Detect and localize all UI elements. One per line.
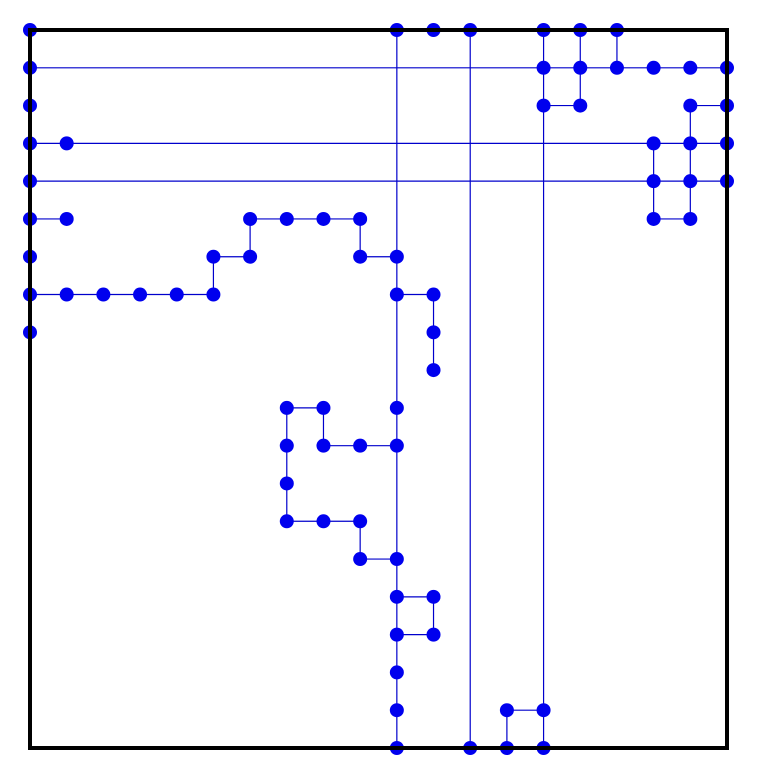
node xyxy=(683,60,698,75)
node xyxy=(536,98,551,113)
node xyxy=(206,287,221,302)
node xyxy=(646,174,661,189)
node xyxy=(316,211,331,226)
node xyxy=(353,514,368,529)
node xyxy=(499,703,514,718)
node xyxy=(609,60,624,75)
node xyxy=(389,249,404,264)
node xyxy=(279,211,294,226)
node xyxy=(536,703,551,718)
node xyxy=(279,514,294,529)
node xyxy=(389,665,404,680)
node xyxy=(389,400,404,415)
node xyxy=(169,287,184,302)
node xyxy=(389,287,404,302)
node xyxy=(389,552,404,567)
node xyxy=(243,249,258,264)
node xyxy=(353,211,368,226)
node xyxy=(279,438,294,453)
node xyxy=(389,438,404,453)
node xyxy=(426,627,441,642)
node xyxy=(59,287,74,302)
node xyxy=(426,363,441,378)
node xyxy=(573,60,588,75)
node xyxy=(133,287,148,302)
node xyxy=(426,589,441,604)
node xyxy=(353,552,368,567)
node xyxy=(389,589,404,604)
node xyxy=(683,98,698,113)
node xyxy=(279,400,294,415)
node xyxy=(389,703,404,718)
node xyxy=(59,136,74,151)
node xyxy=(683,174,698,189)
node xyxy=(646,60,661,75)
node xyxy=(316,400,331,415)
node xyxy=(316,514,331,529)
node xyxy=(243,211,258,226)
node xyxy=(426,287,441,302)
node xyxy=(646,136,661,151)
node xyxy=(206,249,221,264)
node xyxy=(59,211,74,226)
node xyxy=(683,136,698,151)
node xyxy=(353,249,368,264)
node xyxy=(353,438,368,453)
node xyxy=(96,287,111,302)
node xyxy=(536,60,551,75)
frame-border xyxy=(28,28,729,750)
node xyxy=(389,627,404,642)
node xyxy=(683,211,698,226)
node xyxy=(573,98,588,113)
node xyxy=(316,438,331,453)
node xyxy=(426,325,441,340)
node xyxy=(279,476,294,491)
node xyxy=(646,211,661,226)
